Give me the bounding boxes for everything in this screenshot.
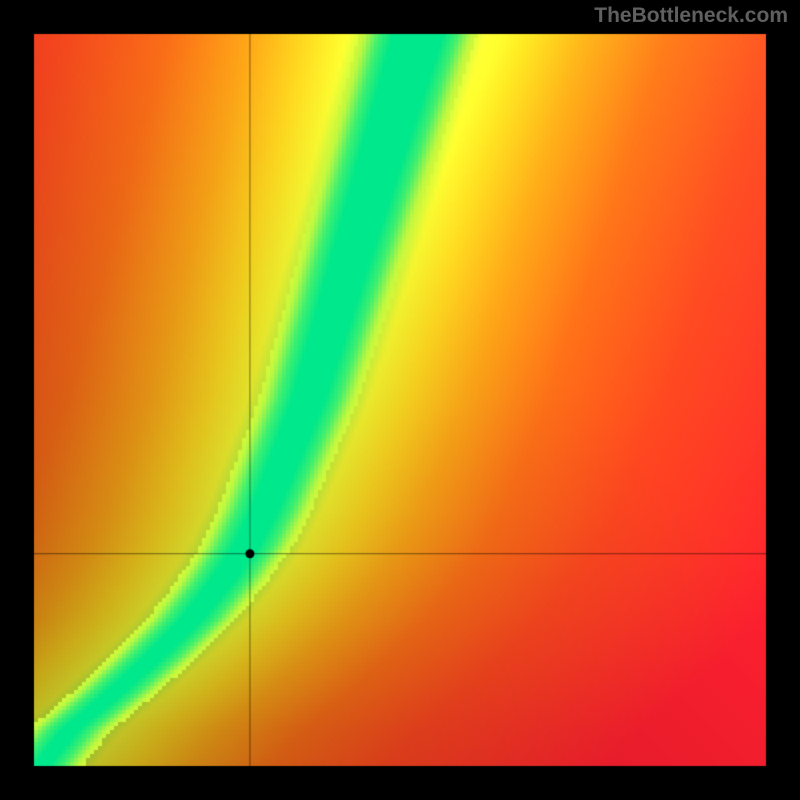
heatmap-canvas [0, 0, 800, 800]
watermark-text: TheBottleneck.com [594, 4, 788, 28]
chart-container: TheBottleneck.com [0, 0, 800, 800]
